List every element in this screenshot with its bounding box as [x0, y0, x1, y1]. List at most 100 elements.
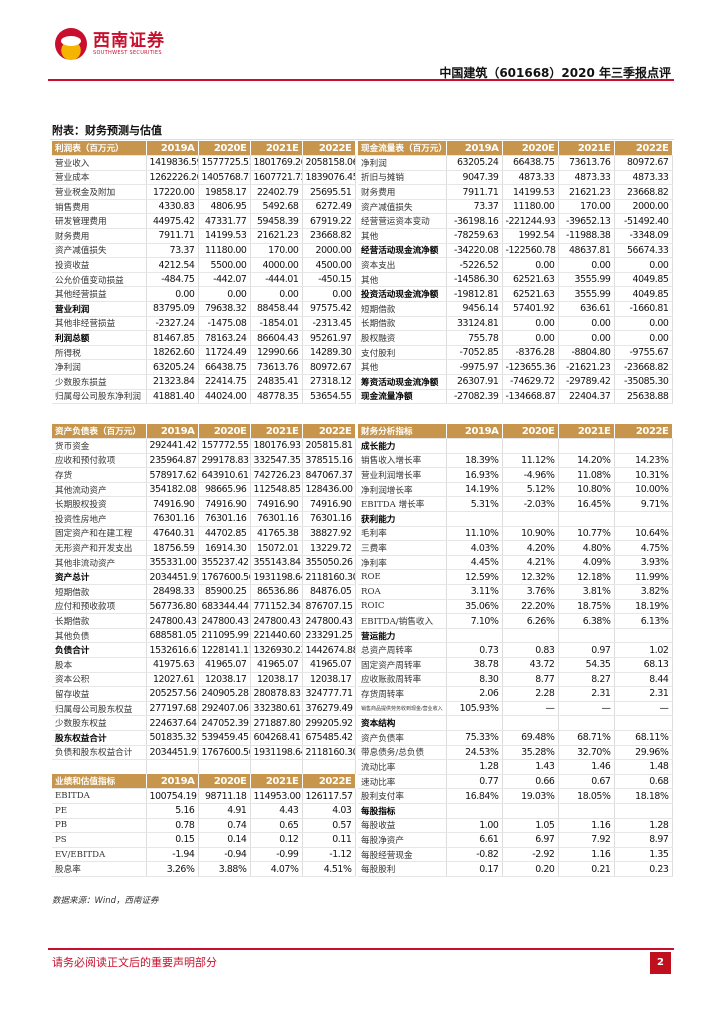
value-cell: 501835.32 — [146, 730, 199, 746]
value-cell: 4.45% — [446, 555, 503, 571]
value-cell: -3348.09 — [614, 228, 673, 244]
value-cell: 1577725.51 — [198, 155, 251, 171]
table-row: 营业收入 1419836.59 1577725.51 1801769.26 205815… — [52, 155, 356, 171]
value-cell: 3.93% — [614, 555, 673, 571]
value-cell: 105.93% — [446, 701, 503, 717]
value-cell: 1801769.26 — [250, 155, 303, 171]
value-cell: 22402.79 — [250, 184, 303, 200]
table-row: 利润总额 81467.85 78163.24 86604.43 95261.97 — [52, 330, 356, 346]
column-header: 2022E — [302, 141, 356, 157]
value-cell: 62521.63 — [502, 272, 559, 288]
value-cell: 76301.16 — [302, 511, 356, 527]
table-header-row: 利润表（百万元） 2019A 2020E 2021E 2022E — [52, 141, 356, 157]
value-cell: 22.20% — [502, 599, 559, 615]
table-row: 归属母公司股东权益 277197.68 292407.06 332380.61 3762… — [52, 701, 356, 717]
value-cell: 25695.51 — [302, 184, 356, 200]
value-cell: -9755.67 — [614, 345, 673, 361]
table-row: 投资性房地产 76301.16 76301.16 76301.16 76301.16 — [52, 511, 356, 527]
row-label: 销售商品提供劳务收到现金/营业收入 — [358, 701, 447, 717]
value-cell: 27318.12 — [302, 374, 356, 390]
value-cell: 4.43 — [250, 803, 303, 819]
value-cell: -39652.13 — [558, 213, 615, 230]
value-cell: 1.16 — [558, 818, 615, 834]
value-cell: 48637.81 — [558, 243, 615, 259]
table-row: 筹资活动现金流净额 26307.91 -74629.72 -29789.42 -3508… — [358, 374, 673, 390]
value-cell: 35.28% — [502, 745, 559, 761]
table-row: 其他 -9975.97 -123655.36 -21621.23 -23668.82 — [358, 359, 673, 375]
value-cell: 0.21 — [558, 861, 615, 877]
table-row: 公允价值变动损益 -484.75 -442.07 -444.01 -450.15 — [52, 272, 356, 288]
row-label: 存货周转率 — [358, 686, 447, 702]
table-row: 每股净资产 6.61 6.97 7.92 8.97 — [358, 832, 673, 848]
value-cell: 73.37 — [446, 199, 503, 215]
value-cell: 47331.77 — [198, 213, 251, 230]
value-cell: 12990.66 — [250, 345, 303, 361]
value-cell — [558, 715, 615, 731]
value-cell: 0.73 — [446, 642, 503, 658]
value-cell: 247052.39 — [198, 715, 251, 731]
value-cell: 0.00 — [302, 286, 356, 303]
value-cell: 233291.25 — [302, 628, 356, 644]
value-cell: 0.68 — [614, 774, 673, 790]
value-cell: -1660.81 — [614, 301, 673, 317]
value-cell: 11180.00 — [502, 199, 559, 215]
value-cell: 32.70% — [558, 745, 615, 761]
column-header: 2022E — [614, 424, 673, 440]
value-cell: 76301.16 — [146, 511, 199, 527]
value-cell: 1326930.23 — [250, 642, 303, 658]
row-label: 投资性房地产 — [52, 511, 147, 527]
value-cell: 1532616.61 — [146, 642, 199, 658]
value-cell: 3555.99 — [558, 272, 615, 288]
row-label: 财务费用 — [358, 184, 447, 200]
value-cell: 8.27 — [558, 672, 615, 688]
column-header: 2021E — [250, 424, 303, 440]
row-label: PS — [52, 832, 147, 848]
row-label: 其他流动资产 — [52, 482, 147, 498]
column-header: 2020E — [198, 141, 251, 157]
value-cell: 75.33% — [446, 730, 503, 746]
value-cell: 0.83 — [502, 642, 559, 658]
table-row: 净利润 63205.24 66438.75 73613.76 80972.67 — [52, 359, 356, 375]
value-cell: 11.08% — [558, 467, 615, 483]
table-row: 经营营运资本变动 -36198.16 -221244.93 -39652.13 -514… — [358, 213, 673, 230]
table-row: 销售收入增长率 18.39% 11.12% 14.20% 14.23% — [358, 453, 673, 469]
row-label: 资本支出 — [358, 257, 447, 273]
value-cell: -19812.81 — [446, 286, 503, 303]
value-cell: 4049.85 — [614, 286, 673, 303]
row-label: 留存收益 — [52, 686, 147, 702]
value-cell: 74916.90 — [302, 496, 356, 513]
row-label: ROIC — [358, 599, 447, 615]
table-row: 货币资金 292441.42 157772.55 180176.93 205815.81 — [52, 438, 356, 454]
value-cell: 235964.87 — [146, 453, 199, 469]
value-cell — [502, 803, 559, 819]
value-cell: 0.00 — [502, 316, 559, 332]
value-cell — [446, 715, 503, 731]
table-row: 短期借款 9456.14 57401.92 636.61 -1660.81 — [358, 301, 673, 317]
table-row: 每股指标 — [358, 803, 673, 819]
value-cell: 11.12% — [502, 453, 559, 469]
value-cell: 2118160.30 — [302, 569, 356, 586]
value-cell: -2313.45 — [302, 316, 356, 332]
row-label: 其他负债 — [52, 628, 147, 644]
table-row: EV/EBITDA -1.94 -0.94 -0.99 -1.12 — [52, 847, 356, 863]
row-label: 资产减值损失 — [358, 199, 447, 215]
row-label: 每股收益 — [358, 818, 447, 834]
value-cell: -484.75 — [146, 272, 199, 288]
row-label: EBITDA/销售收入 — [358, 613, 447, 629]
value-cell: 3.76% — [502, 584, 559, 600]
value-cell: 18.05% — [558, 788, 615, 804]
empty-cell — [52, 759, 147, 775]
table-row: 资本公积 12027.61 12038.17 12038.17 12038.17 — [52, 672, 356, 688]
table-row: 股本 41975.63 41965.07 41965.07 41965.07 — [52, 657, 356, 673]
value-cell: 3.11% — [446, 584, 503, 600]
value-cell: 7911.71 — [446, 184, 503, 200]
value-cell: 8.77 — [502, 672, 559, 688]
income-statement-table: 利润表（百万元） 2019A 2020E 2021E 2022E 营业收入 1419836.… — [52, 141, 356, 405]
value-cell: 66438.75 — [198, 359, 251, 375]
row-label: 股东权益合计 — [52, 730, 147, 746]
table-row: 所得税 18262.60 11724.49 12990.66 14289.30 — [52, 345, 356, 361]
value-cell: -0.99 — [250, 847, 303, 863]
value-cell: 22404.37 — [558, 389, 615, 405]
value-cell: -134668.87 — [502, 389, 559, 405]
value-cell: 0.00 — [558, 316, 615, 332]
